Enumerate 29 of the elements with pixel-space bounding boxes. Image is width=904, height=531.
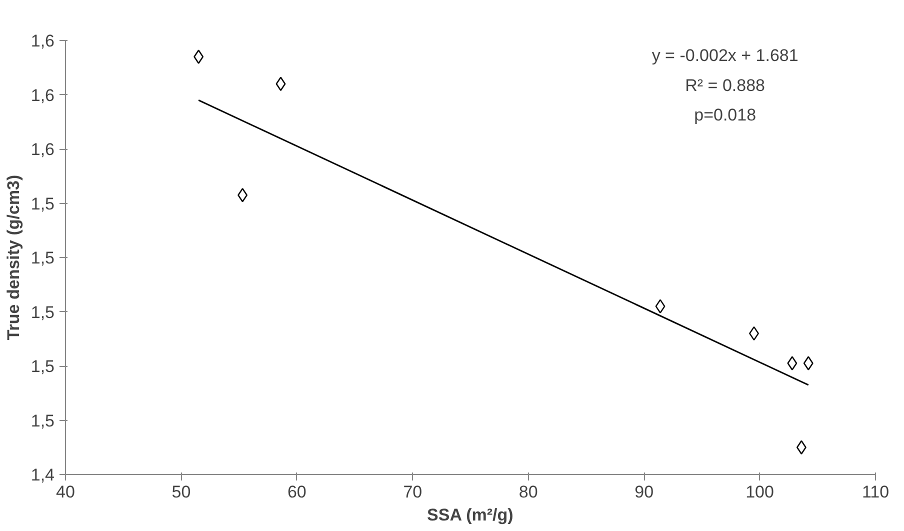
annotation: p=0.018 [694, 106, 756, 125]
point [238, 188, 248, 202]
point [276, 76, 286, 92]
x-tick-label: 80 [518, 482, 538, 502]
x-tick-label: 60 [287, 482, 306, 502]
y-tick-label: 1,5 [30, 302, 55, 322]
y-tick-label: 1,5 [30, 411, 55, 430]
y-tick-label: 1,5 [30, 194, 55, 214]
x-tick-label: 70 [403, 482, 422, 502]
y-tick-label: 1,5 [30, 357, 55, 376]
x-tick-label: 90 [634, 482, 654, 502]
x-tick-label: 110 [862, 482, 890, 502]
annotation: R² = 0.888 [685, 76, 766, 95]
y-tick-label: 1,4 [30, 466, 55, 484]
y-tick-label: 1,6 [30, 140, 55, 159]
y-axis-title: True density (g/cm3) [4, 174, 23, 340]
annotation: y = -0.002x + 1.681 [652, 46, 798, 65]
x-axis-title: SSA (m²/g) [427, 506, 514, 524]
point [655, 299, 666, 314]
x-tick-label: 40 [56, 482, 75, 502]
point [194, 50, 204, 64]
point [796, 440, 806, 455]
y-tick-label: 1,6 [30, 32, 55, 50]
point [803, 356, 814, 370]
x-tick-label: 100 [746, 482, 774, 502]
x-tick-label: 50 [172, 482, 191, 502]
point [787, 356, 798, 370]
y-tick-label: 1,5 [30, 248, 55, 268]
y-tick-label: 1,6 [30, 86, 55, 105]
